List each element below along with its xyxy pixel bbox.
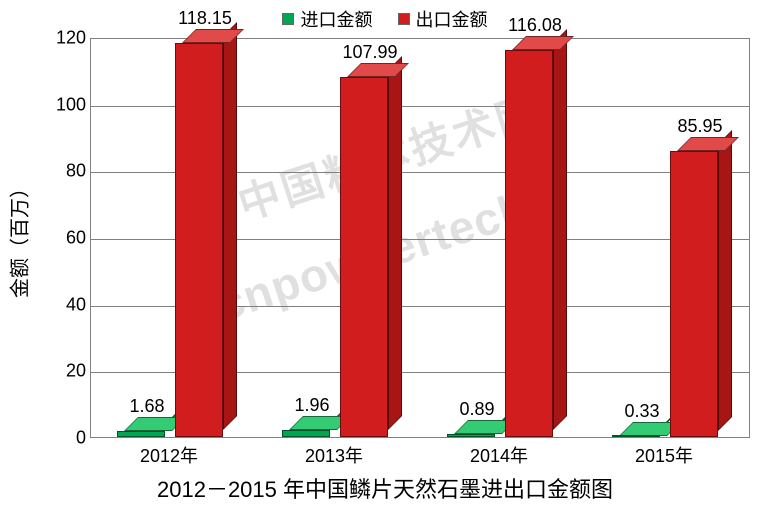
legend-swatch-import (282, 13, 294, 25)
chart-caption: 2012－2015 年中国鳞片天然石墨进出口金额图 (0, 472, 770, 504)
bar-import (282, 416, 344, 437)
x-tick-label: 2013年 (305, 442, 363, 468)
x-tick-label: 2012年 (140, 442, 198, 468)
y-tick-label: 20 (26, 361, 86, 382)
value-label: 118.15 (178, 8, 232, 29)
value-label: 1.96 (294, 395, 329, 416)
y-tick-label: 80 (26, 161, 86, 182)
bar-export (670, 137, 732, 438)
plot-area: 中国粉体技术网 cnpowdertech (90, 38, 750, 438)
legend-item-import: 进口金额 (282, 6, 372, 32)
bar-import (117, 417, 179, 437)
y-tick-label: 0 (26, 428, 86, 449)
bar-import (612, 422, 674, 437)
legend: 进口金额 出口金额 (0, 6, 770, 32)
value-label: 0.33 (624, 401, 659, 422)
legend-label-import: 进口金额 (300, 6, 372, 32)
bar-export (505, 36, 567, 437)
value-label: 1.68 (129, 396, 164, 417)
y-tick-label: 120 (26, 28, 86, 49)
legend-item-export: 出口金额 (398, 6, 488, 32)
value-label: 85.95 (677, 116, 722, 137)
value-label: 116.08 (508, 15, 562, 36)
value-label: 0.89 (459, 399, 494, 420)
y-tick-label: 100 (26, 94, 86, 115)
bar-export (175, 29, 237, 437)
value-label: 107.99 (342, 42, 397, 63)
bar-export (340, 63, 402, 437)
x-tick-label: 2015年 (635, 442, 693, 468)
x-tick-label: 2014年 (470, 442, 528, 468)
bar-import (447, 420, 509, 437)
legend-label-export: 出口金额 (416, 6, 488, 32)
y-tick-label: 40 (26, 294, 86, 315)
legend-swatch-export (398, 13, 410, 25)
y-tick-label: 60 (26, 228, 86, 249)
